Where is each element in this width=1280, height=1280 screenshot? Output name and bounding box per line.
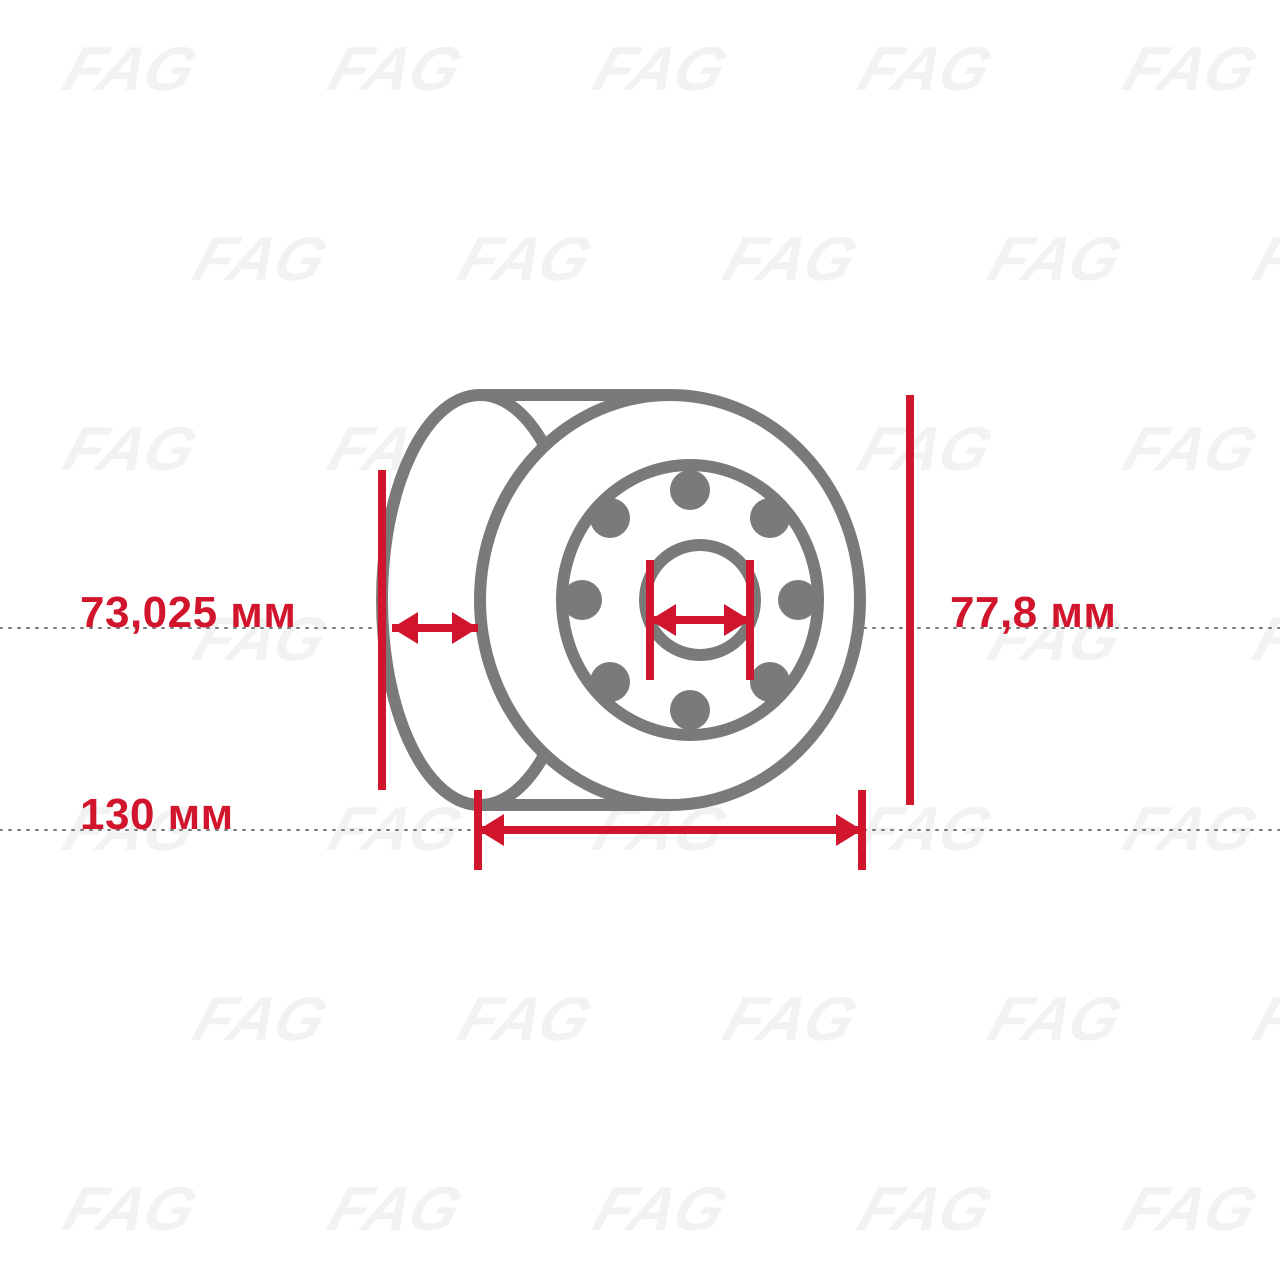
dimension-label-width-inner: 73,025 мм <box>80 588 296 638</box>
svg-text:FAG: FAG <box>851 34 1001 103</box>
svg-text:FAG: FAG <box>321 34 471 103</box>
svg-text:FAG: FAG <box>716 224 866 293</box>
svg-text:FAG: FAG <box>56 1174 206 1243</box>
svg-text:FAG: FAG <box>1246 984 1280 1053</box>
svg-text:FAG: FAG <box>1246 604 1280 673</box>
diagram-stage: FAG FAG FAG FAG FAG FAG FAG FAG FAG FAG FAG FAG FAG F… <box>0 0 1280 1280</box>
svg-text:FAG: FAG <box>586 1174 736 1243</box>
svg-text:FAG: FAG <box>56 34 206 103</box>
bearing-icon <box>382 395 860 805</box>
svg-text:FAG: FAG <box>716 984 866 1053</box>
svg-text:FAG: FAG <box>56 414 206 483</box>
dimension-label-bore: 77,8 мм <box>950 588 1116 638</box>
svg-text:FAG: FAG <box>981 224 1131 293</box>
svg-text:FAG: FAG <box>851 1174 1001 1243</box>
svg-text:FAG: FAG <box>451 984 601 1053</box>
svg-text:FAG: FAG <box>186 224 336 293</box>
svg-text:FAG: FAG <box>186 984 336 1053</box>
svg-text:FAG: FAG <box>321 1174 471 1243</box>
svg-text:FAG: FAG <box>451 224 601 293</box>
svg-text:FAG: FAG <box>1116 34 1266 103</box>
diagram-svg: FAG FAG FAG FAG FAG FAG FAG FAG FAG FAG FAG FAG FAG F… <box>0 0 1280 1280</box>
svg-text:FAG: FAG <box>851 414 1001 483</box>
svg-text:FAG: FAG <box>1116 414 1266 483</box>
svg-text:FAG: FAG <box>981 984 1131 1053</box>
dimension-label-outer-diameter: 130 мм <box>80 790 234 840</box>
svg-text:FAG: FAG <box>1246 224 1280 293</box>
svg-text:FAG: FAG <box>1116 1174 1266 1243</box>
svg-text:FAG: FAG <box>586 34 736 103</box>
